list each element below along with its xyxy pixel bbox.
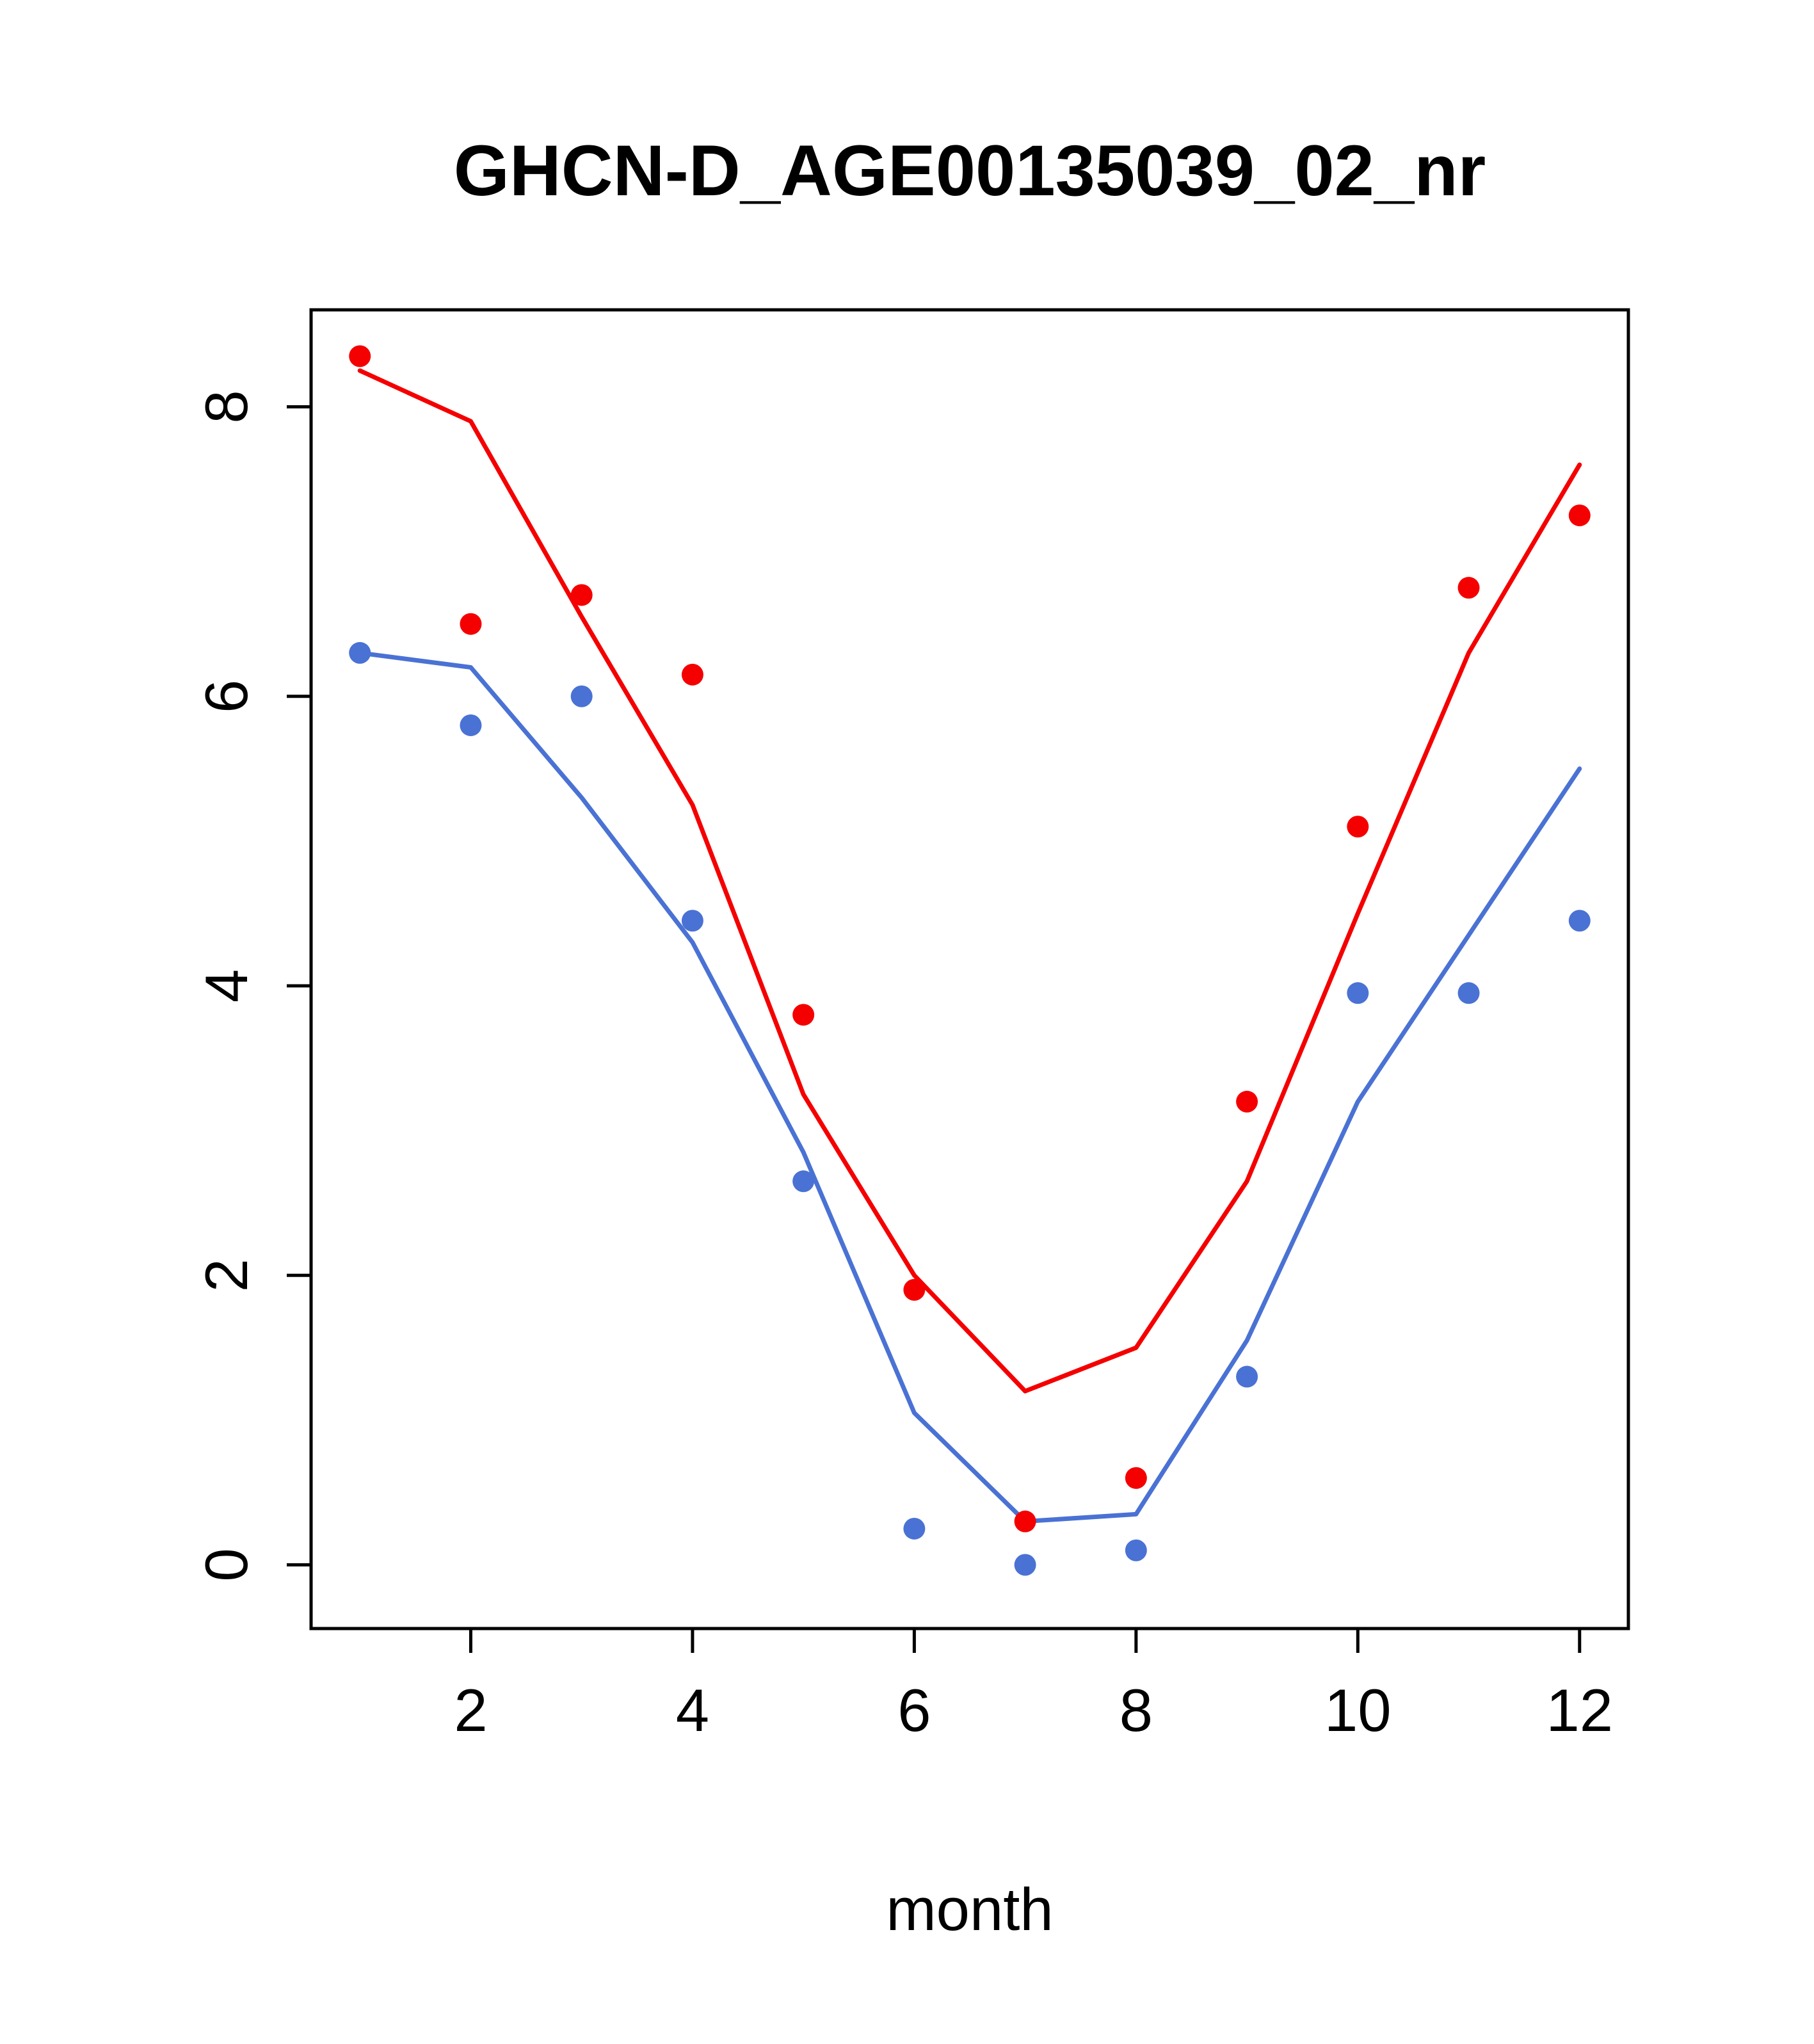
red-point: [1236, 1090, 1258, 1113]
blue-point: [1568, 910, 1591, 932]
x-tick-label: 8: [1120, 1677, 1153, 1744]
chart-title: GHCN-D_AGE00135039_02_nr: [454, 131, 1486, 211]
plot-box: [309, 308, 1630, 1630]
blue-point: [1236, 1365, 1258, 1388]
y-tick-label: 8: [193, 390, 260, 423]
y-tick-label: 4: [193, 969, 260, 1002]
x-tick-label: 12: [1546, 1677, 1613, 1744]
blue-point: [570, 685, 593, 707]
blue-point: [903, 1517, 926, 1540]
red-point: [681, 663, 703, 686]
y-tick-label: 6: [193, 680, 260, 713]
red-point: [1125, 1467, 1147, 1489]
red-point: [1347, 816, 1369, 838]
x-tick-label: 2: [454, 1677, 487, 1744]
y-tick-label: 2: [193, 1259, 260, 1292]
x-tick-label: 6: [897, 1677, 931, 1744]
blue-point: [1347, 982, 1369, 1004]
red-point: [460, 613, 482, 635]
red-point: [1457, 577, 1480, 599]
red-point: [903, 1278, 926, 1301]
plot-area: 2 4 6 8 10 12 0 2 4 6 8: [193, 308, 1630, 1744]
x-tick-label: 4: [676, 1677, 709, 1744]
red-line: [357, 368, 1582, 1394]
blue-point: [349, 641, 371, 664]
x-axis-label: month: [886, 1876, 1053, 1943]
blue-point: [1457, 982, 1480, 1004]
blue-point: [1125, 1539, 1147, 1561]
blue-point: [792, 1170, 815, 1193]
x-tick-label: 10: [1324, 1677, 1392, 1744]
red-point: [349, 345, 371, 367]
red-point: [1014, 1510, 1036, 1533]
y-tick-label: 0: [193, 1548, 260, 1581]
blue-point: [1014, 1554, 1036, 1576]
blue-line: [357, 650, 1582, 1524]
red-point: [792, 1004, 815, 1026]
red-point: [1568, 504, 1591, 527]
red-point: [570, 584, 593, 606]
blue-point: [681, 910, 703, 932]
blue-point: [460, 714, 482, 736]
